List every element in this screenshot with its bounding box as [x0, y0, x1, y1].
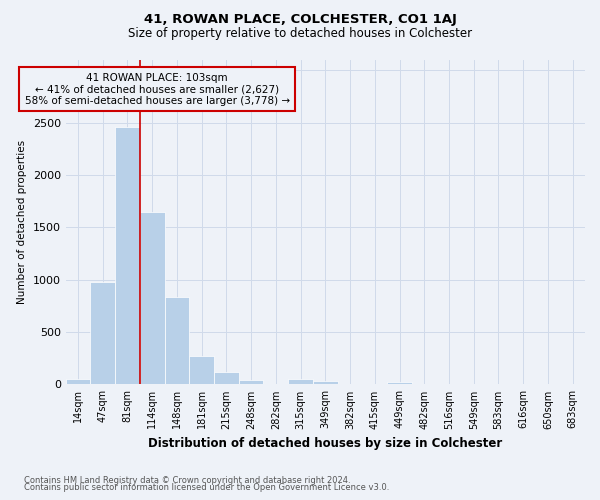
Bar — [214, 372, 239, 384]
Text: 41 ROWAN PLACE: 103sqm
← 41% of detached houses are smaller (2,627)
58% of semi-: 41 ROWAN PLACE: 103sqm ← 41% of detached… — [25, 72, 290, 106]
Bar — [288, 378, 313, 384]
Bar — [115, 127, 140, 384]
Text: 41, ROWAN PLACE, COLCHESTER, CO1 1AJ: 41, ROWAN PLACE, COLCHESTER, CO1 1AJ — [143, 12, 457, 26]
Bar — [140, 212, 164, 384]
Bar — [65, 378, 91, 384]
Y-axis label: Number of detached properties: Number of detached properties — [17, 140, 27, 304]
Bar — [313, 382, 338, 384]
X-axis label: Distribution of detached houses by size in Colchester: Distribution of detached houses by size … — [148, 437, 502, 450]
Bar — [164, 296, 189, 384]
Bar — [239, 380, 263, 384]
Bar — [189, 356, 214, 384]
Text: Contains public sector information licensed under the Open Government Licence v3: Contains public sector information licen… — [24, 484, 389, 492]
Bar — [387, 382, 412, 384]
Text: Size of property relative to detached houses in Colchester: Size of property relative to detached ho… — [128, 28, 472, 40]
Bar — [91, 282, 115, 384]
Text: Contains HM Land Registry data © Crown copyright and database right 2024.: Contains HM Land Registry data © Crown c… — [24, 476, 350, 485]
